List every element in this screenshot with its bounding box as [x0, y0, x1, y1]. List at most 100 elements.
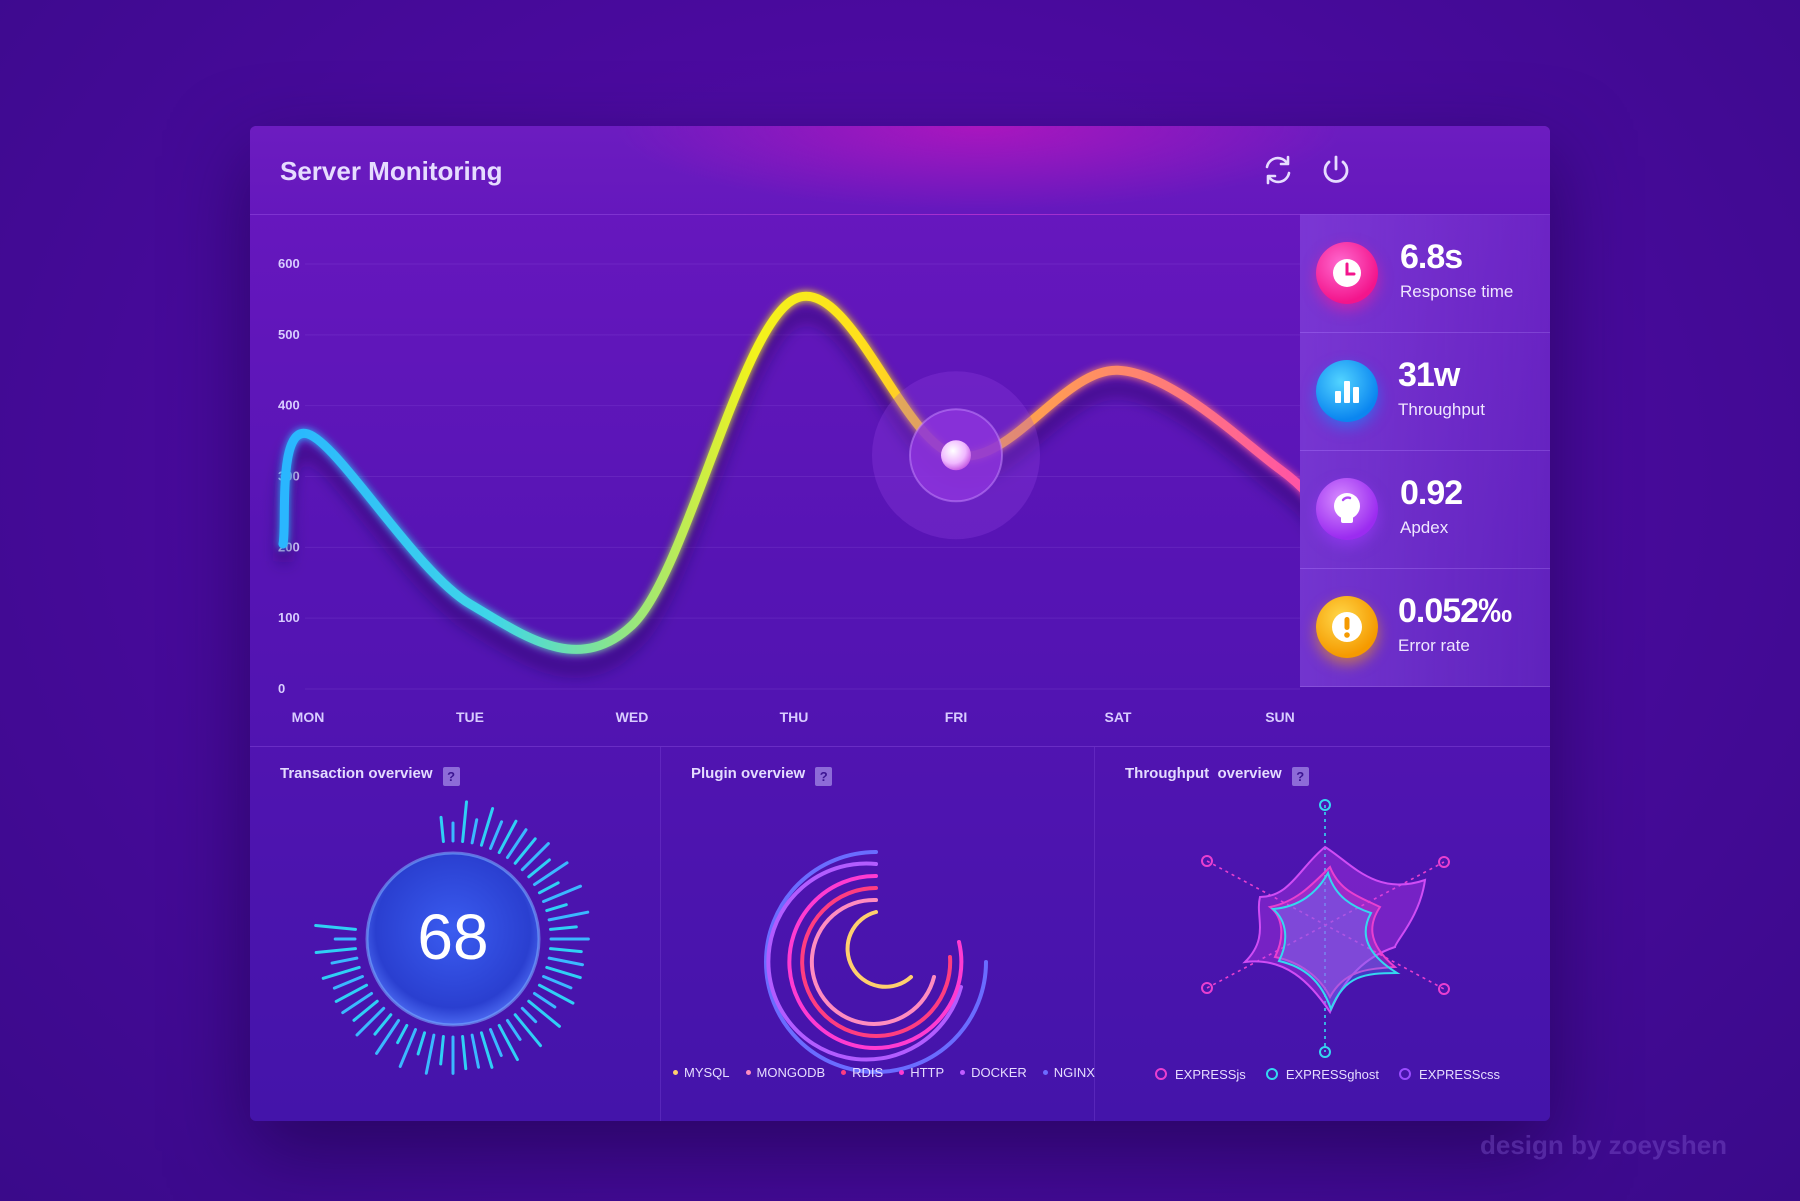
stat-label: Response time	[1400, 282, 1514, 301]
plugin-overview-card: Plugin overview? MYSQL MONGODB RDIS HTTP…	[661, 747, 1095, 1121]
x-tick-label: FRI	[945, 709, 968, 725]
clock-icon	[1316, 242, 1378, 304]
gauge-tick	[461, 800, 469, 843]
radar-node	[1201, 982, 1213, 994]
throughput-overview-card: Throughput overview? EXPRESSjs EXPRESSgh…	[1095, 747, 1550, 1121]
radar-node	[1201, 855, 1213, 867]
transaction-gauge: 68	[314, 800, 590, 1075]
y-tick-label: 100	[278, 610, 300, 625]
gauge-tick	[479, 1031, 494, 1069]
stat-value: 31w	[1398, 356, 1460, 394]
radar-series-expressghost	[1270, 870, 1401, 1012]
radar-node	[1438, 856, 1450, 868]
gauge-tick	[341, 991, 374, 1015]
stat-throughput[interactable]: 31w Throughput	[1300, 332, 1550, 451]
gauge-tick	[416, 1031, 427, 1056]
radar-axis-diag-2	[1206, 861, 1445, 989]
gauge-tick	[373, 1013, 393, 1036]
gauge-tick	[537, 881, 560, 895]
legend-item-mysql: MYSQL	[673, 1065, 730, 1080]
transaction-title-text: Transaction overview	[280, 765, 433, 782]
ring-http	[787, 873, 964, 1050]
gauge-tick	[520, 842, 550, 872]
radar-series-expresscss	[1242, 845, 1427, 1015]
y-tick-label: 400	[278, 398, 300, 413]
stat-apdex[interactable]: 0.92 Apdex	[1300, 450, 1550, 569]
gauge-tick	[314, 947, 357, 954]
gauge-tick	[545, 965, 582, 980]
stat-label: Error rate	[1398, 636, 1470, 655]
ring-mongodb	[809, 897, 936, 1026]
refresh-icon[interactable]	[1260, 152, 1296, 188]
transaction-overview-card: Transaction overview? 68	[250, 747, 661, 1121]
gauge-tick	[439, 815, 445, 843]
x-tick-label: MON	[292, 709, 325, 725]
gauge-tick	[461, 1035, 468, 1071]
watermark: design by zoeyshen	[1480, 1130, 1728, 1160]
throughput-title: Throughput overview?	[1125, 765, 1309, 786]
gauge-tick	[470, 818, 479, 845]
x-tick-label: THU	[780, 709, 809, 725]
power-icon[interactable]	[1318, 152, 1354, 188]
radar-node	[1319, 799, 1331, 811]
gauge-tick	[330, 956, 359, 965]
gauge-tick	[527, 999, 561, 1028]
x-tick-label: TUE	[456, 709, 484, 725]
ring-nginx	[764, 850, 988, 1074]
stat-value: 0.92	[1400, 474, 1463, 512]
throughput-legend: EXPRESSjs EXPRESSghost EXPRESScss	[1155, 1067, 1500, 1082]
throughput-title-text: Throughput overview	[1125, 765, 1282, 782]
gauge-tick	[547, 956, 584, 967]
y-tick-label: 0	[278, 681, 285, 696]
x-tick-label: SUN	[1265, 709, 1295, 725]
ring-mysql	[845, 910, 913, 989]
stat-error-rate[interactable]: 0.052‰ Error rate	[1300, 568, 1550, 687]
highlight-knob[interactable]	[941, 440, 971, 471]
x-tick-label: WED	[616, 709, 649, 725]
gauge-tick	[398, 1028, 417, 1068]
gauge-tick	[542, 975, 573, 990]
gauge-tick	[497, 1023, 519, 1062]
legend-item-expressjs: EXPRESSjs	[1155, 1067, 1246, 1082]
help-icon[interactable]: ?	[1291, 767, 1309, 786]
gauge-tick	[396, 1023, 409, 1045]
gauge-tick	[314, 923, 357, 931]
gauge-tick	[321, 965, 361, 980]
gauge-tick	[355, 1006, 386, 1037]
gauge-tick	[332, 975, 364, 990]
gauge-tick-ring	[314, 800, 590, 1075]
gauge-tick	[352, 999, 379, 1022]
gauge-tick	[549, 947, 583, 954]
gauge-tick	[479, 807, 495, 847]
stat-label: Throughput	[1398, 400, 1485, 419]
gauge-tick	[470, 1033, 481, 1069]
y-tick-label: 500	[278, 327, 300, 342]
stat-response-time[interactable]: 6.8s Response time	[1300, 214, 1550, 333]
gauge-tick	[532, 991, 557, 1009]
stat-value: 6.8s	[1400, 238, 1463, 276]
gauge-tick	[424, 1033, 436, 1075]
y-tick-label: 600	[278, 256, 300, 271]
radar-node	[1438, 983, 1450, 995]
line-shadow	[277, 308, 1335, 674]
gauge-tick	[439, 1035, 445, 1066]
header: Server Monitoring	[250, 126, 1550, 215]
response-line-chart: 0 100 200 300 400 500 600 MON TUE WED THU FRI SAT SU…	[250, 214, 1335, 746]
help-icon[interactable]: ?	[442, 767, 460, 786]
x-tick-label: SAT	[1105, 709, 1132, 725]
gauge-tick	[513, 837, 537, 865]
bulb-icon	[1316, 478, 1378, 540]
radar-series-expressjs	[1267, 865, 1398, 1000]
gauge-tick	[497, 819, 518, 855]
plugin-title: Plugin overview?	[691, 765, 833, 786]
plugin-legend: MYSQL MONGODB RDIS HTTP DOCKER NGINX	[673, 1065, 1095, 1080]
gauge-tick	[542, 884, 582, 903]
help-icon[interactable]: ?	[815, 767, 833, 786]
gauge-tick	[547, 910, 590, 922]
legend-item-expressghost: EXPRESSghost	[1265, 1067, 1379, 1082]
gauge-tick	[549, 925, 578, 931]
gauge-tick	[537, 983, 575, 1005]
gauge-tick	[505, 1018, 522, 1041]
gauge-tick	[532, 861, 569, 887]
